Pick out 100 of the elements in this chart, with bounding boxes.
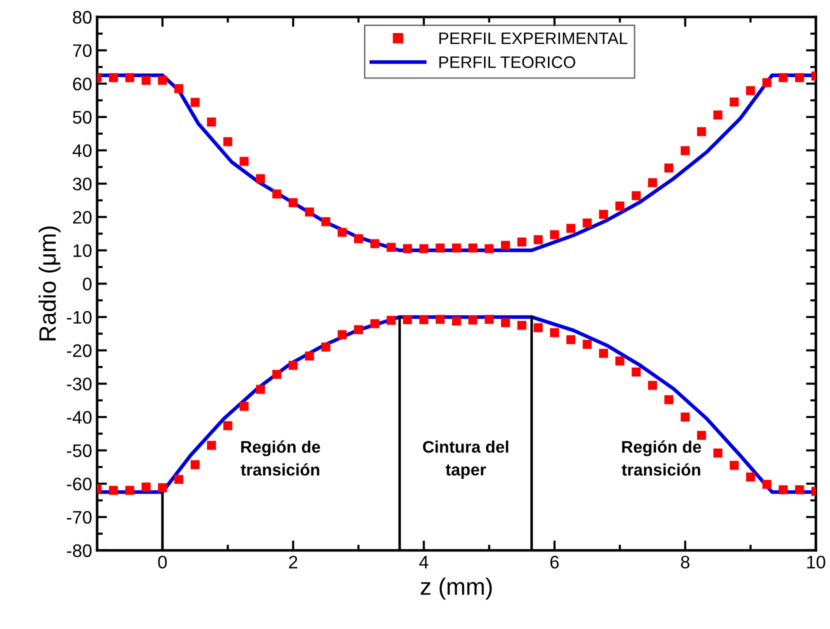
- x-tick-label: 0: [158, 556, 167, 568]
- point: [566, 335, 576, 344]
- y-tick-label: 60: [73, 78, 92, 90]
- y-tick-label: -80: [66, 544, 92, 558]
- point: [795, 73, 804, 82]
- point: [206, 440, 216, 450]
- point: [256, 174, 265, 184]
- point: [190, 460, 200, 470]
- point: [599, 348, 608, 358]
- legend-label: PERFIL EXPERIMENTAL: [439, 32, 628, 44]
- point: [386, 242, 396, 252]
- point: [795, 485, 804, 494]
- point: [125, 486, 134, 495]
- point: [615, 202, 624, 211]
- point: [452, 244, 461, 253]
- point: [158, 76, 167, 85]
- point: [419, 244, 428, 254]
- point: [746, 86, 756, 96]
- point: [746, 472, 756, 482]
- y-tick-label: 0: [82, 278, 92, 290]
- point: [566, 224, 576, 233]
- point: [778, 73, 788, 82]
- y-tick-label: -20: [66, 344, 92, 358]
- point: [125, 73, 134, 82]
- y-tick-label: 80: [72, 10, 92, 24]
- point: [240, 402, 249, 411]
- point: [304, 352, 314, 361]
- point: [272, 370, 282, 379]
- point: [664, 164, 674, 172]
- point: [501, 240, 510, 250]
- point: [484, 244, 494, 254]
- point: [370, 319, 380, 328]
- point: [386, 316, 396, 325]
- point: [354, 325, 363, 334]
- point: [632, 191, 641, 200]
- point: [142, 76, 151, 85]
- y-tick-label: -70: [66, 510, 92, 524]
- point: [730, 97, 739, 106]
- point: [762, 78, 772, 88]
- point: [338, 330, 347, 340]
- point: [582, 340, 592, 349]
- point: [599, 210, 608, 219]
- y-tick-label: 50: [72, 110, 92, 124]
- y-tick-label: -40: [66, 410, 92, 424]
- point: [174, 84, 184, 94]
- point: [174, 474, 184, 484]
- point: [582, 218, 592, 228]
- y-tick-label: 20: [73, 210, 92, 224]
- point: [550, 328, 560, 338]
- point: [664, 395, 674, 404]
- point: [288, 360, 298, 370]
- point: [419, 315, 428, 324]
- y-tick-label: -50: [66, 444, 92, 458]
- point: [778, 485, 788, 494]
- point: [256, 384, 265, 394]
- point: [321, 342, 330, 352]
- point: [288, 198, 298, 208]
- x-tick-label: 8: [680, 556, 690, 568]
- point: [697, 127, 706, 136]
- point: [632, 368, 641, 377]
- point: [468, 316, 478, 325]
- y-tick-label: 40: [72, 144, 92, 158]
- point: [501, 318, 510, 328]
- point: [534, 323, 543, 332]
- point: [615, 356, 624, 366]
- annotation: Cintura del taper: [423, 440, 508, 479]
- legend-label: PERFIL TEORICO: [439, 56, 576, 68]
- point: [468, 244, 478, 253]
- y-tick-label: 30: [72, 178, 92, 190]
- x-tick-label: 4: [419, 556, 428, 568]
- annotation: Región de transición: [622, 440, 702, 476]
- x-tick-label: 2: [289, 556, 298, 568]
- y-tick-label: 10: [74, 244, 92, 258]
- point: [730, 460, 739, 470]
- point: [484, 314, 494, 324]
- point: [206, 117, 216, 126]
- point: [142, 482, 151, 492]
- point: [272, 190, 282, 199]
- point: [436, 244, 445, 253]
- annotation: Región de transición: [240, 440, 320, 476]
- point: [680, 146, 690, 156]
- point: [304, 208, 314, 217]
- point: [223, 421, 232, 430]
- y-tick-label: -60: [66, 478, 92, 490]
- point: [108, 73, 118, 82]
- point: [452, 316, 461, 326]
- point: [534, 235, 543, 244]
- point: [354, 234, 363, 244]
- point: [550, 230, 560, 240]
- point: [402, 244, 412, 254]
- point: [680, 412, 690, 422]
- y-axis-title: Radio (μm): [38, 226, 61, 340]
- point: [762, 480, 772, 489]
- point: [436, 314, 445, 324]
- point: [321, 217, 330, 226]
- point: [402, 315, 412, 324]
- point: [223, 137, 232, 146]
- point: [648, 178, 658, 188]
- point: [713, 448, 722, 458]
- y-tick-label: 70: [73, 44, 92, 58]
